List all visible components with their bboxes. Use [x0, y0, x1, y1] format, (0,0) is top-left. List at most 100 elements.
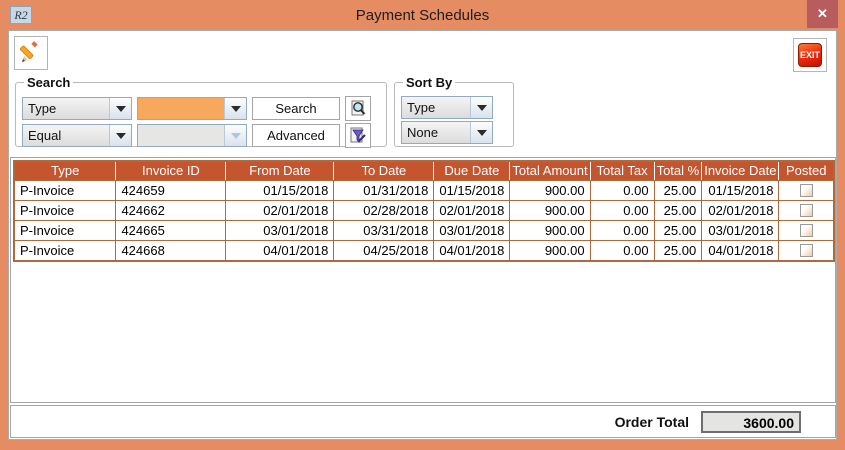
column-header-invoice_date[interactable]: Invoice Date — [701, 160, 780, 181]
title-bar: R2 Payment Schedules ✕ — [0, 0, 845, 30]
cell-posted — [778, 179, 835, 201]
posted-checkbox[interactable] — [799, 183, 813, 197]
cell-type: P-Invoice — [13, 179, 117, 201]
chevron-down-icon — [224, 125, 246, 146]
search-value-combo[interactable] — [137, 97, 247, 120]
cell-to_date: 04/25/2018 — [333, 239, 435, 262]
cell-posted — [778, 219, 835, 241]
cell-to_date: 03/31/2018 — [333, 219, 435, 241]
column-header-invoice_id[interactable]: Invoice ID — [115, 160, 227, 181]
exit-button-label: EXIT — [799, 50, 820, 60]
search-group: Search Type Search — [15, 75, 387, 148]
cell-total_pct: 25.00 — [653, 219, 703, 241]
table-header-row: Type Invoice ID From Date To Date Due Date To… — [13, 160, 835, 181]
cell-invoice_id: 424662 — [115, 199, 227, 221]
advanced-filter-button[interactable] — [345, 123, 371, 148]
window-title: Payment Schedules — [355, 6, 490, 24]
column-header-type[interactable]: Type — [13, 160, 117, 181]
cell-type: P-Invoice — [13, 199, 117, 221]
search-group-legend: Search — [27, 75, 71, 90]
posted-checkbox[interactable] — [799, 243, 813, 257]
sort-by-group: Sort By Type None — [394, 75, 514, 147]
cell-invoice_id: 424668 — [115, 239, 227, 262]
payment-schedule-table: Type Invoice ID From Date To Date Due Date To… — [13, 160, 835, 262]
chevron-down-icon — [109, 98, 131, 119]
search-value-text — [138, 98, 224, 119]
cell-type: P-Invoice — [13, 219, 117, 241]
search-operator-value: Equal — [28, 128, 62, 143]
sort-by-legend: Sort By — [406, 75, 453, 90]
cell-total_amount: 900.00 — [509, 179, 591, 201]
column-header-total_pct[interactable]: Total % — [653, 160, 703, 181]
cell-due_date: 03/01/2018 — [433, 219, 511, 241]
cell-invoice_date: 01/15/2018 — [701, 179, 780, 201]
column-header-from_date[interactable]: From Date — [225, 160, 335, 181]
cell-invoice_date: 03/01/2018 — [701, 219, 780, 241]
exit-button[interactable]: EXIT — [793, 38, 827, 72]
cell-to_date: 02/28/2018 — [333, 199, 435, 221]
cell-total_pct: 25.00 — [653, 179, 703, 201]
cell-total_pct: 25.00 — [653, 199, 703, 221]
edit-button[interactable] — [14, 36, 48, 70]
chevron-down-icon — [224, 98, 246, 119]
search-operator-combo[interactable]: Equal — [22, 124, 132, 147]
sort-primary-value: Type — [407, 100, 436, 115]
order-total-value: 3600.00 — [701, 410, 801, 433]
cell-total_amount: 900.00 — [509, 239, 591, 262]
cell-invoice_id: 424659 — [115, 179, 227, 201]
sort-primary-combo[interactable]: Type — [401, 96, 493, 119]
column-header-total_amount[interactable]: Total Amount — [509, 160, 591, 181]
footer-panel: Order Total 3600.00 — [10, 405, 836, 438]
column-header-to_date[interactable]: To Date — [333, 160, 435, 181]
column-header-posted[interactable]: Posted — [778, 160, 835, 181]
cell-from_date: 02/01/2018 — [225, 199, 335, 221]
search-value2-combo — [137, 124, 247, 147]
close-button[interactable]: ✕ — [807, 0, 838, 28]
search-zoom-button[interactable] — [345, 96, 371, 121]
cell-to_date: 01/31/2018 — [333, 179, 435, 201]
cell-invoice_date: 04/01/2018 — [701, 239, 780, 262]
table-row[interactable]: P-Invoice 424668 04/01/2018 04/25/2018 04/01… — [13, 239, 835, 262]
pencil-icon — [19, 41, 38, 62]
cell-total_tax: 0.00 — [589, 239, 655, 262]
cell-total_pct: 25.00 — [653, 239, 703, 262]
table-row[interactable]: P-Invoice 424662 02/01/2018 02/28/2018 02/01… — [13, 199, 835, 221]
cell-from_date: 01/15/2018 — [225, 179, 335, 201]
filter-document-icon — [350, 127, 366, 143]
posted-checkbox[interactable] — [799, 203, 813, 217]
chevron-down-icon — [109, 125, 131, 146]
sort-secondary-combo[interactable]: None — [401, 121, 493, 144]
table-body: P-Invoice 424659 01/15/2018 01/31/2018 01/15… — [13, 179, 835, 262]
table-row[interactable]: P-Invoice 424665 03/01/2018 03/31/2018 03/01… — [13, 219, 835, 241]
cell-total_amount: 900.00 — [509, 219, 591, 241]
cell-total_tax: 0.00 — [589, 219, 655, 241]
search-button[interactable]: Search — [252, 97, 340, 120]
cell-due_date: 01/15/2018 — [433, 179, 511, 201]
cell-total_tax: 0.00 — [589, 179, 655, 201]
order-total-label: Order Total — [614, 413, 689, 430]
cell-from_date: 03/01/2018 — [225, 219, 335, 241]
cell-total_amount: 900.00 — [509, 199, 591, 221]
column-header-total_tax[interactable]: Total Tax — [589, 160, 655, 181]
cell-posted — [778, 239, 835, 262]
cell-type: P-Invoice — [13, 239, 117, 262]
column-header-due_date[interactable]: Due Date — [433, 160, 511, 181]
advanced-button[interactable]: Advanced — [252, 124, 340, 147]
cell-posted — [778, 199, 835, 221]
posted-checkbox[interactable] — [799, 223, 813, 237]
chevron-down-icon — [470, 97, 492, 118]
search-field-combo[interactable]: Type — [22, 97, 132, 120]
cell-invoice_date: 02/01/2018 — [701, 199, 780, 221]
schedule-table-panel: Type Invoice ID From Date To Date Due Date To… — [10, 157, 836, 403]
cell-due_date: 04/01/2018 — [433, 239, 511, 262]
close-icon: ✕ — [817, 6, 828, 21]
search-field-value: Type — [28, 101, 57, 116]
chevron-down-icon — [470, 122, 492, 143]
table-row[interactable]: P-Invoice 424659 01/15/2018 01/31/2018 01/15… — [13, 179, 835, 201]
search-value2-text — [138, 125, 224, 146]
cell-invoice_id: 424665 — [115, 219, 227, 241]
magnifier-icon — [351, 100, 366, 115]
client-area: EXIT Search Type Search — [8, 30, 837, 440]
sort-secondary-value: None — [407, 125, 439, 140]
